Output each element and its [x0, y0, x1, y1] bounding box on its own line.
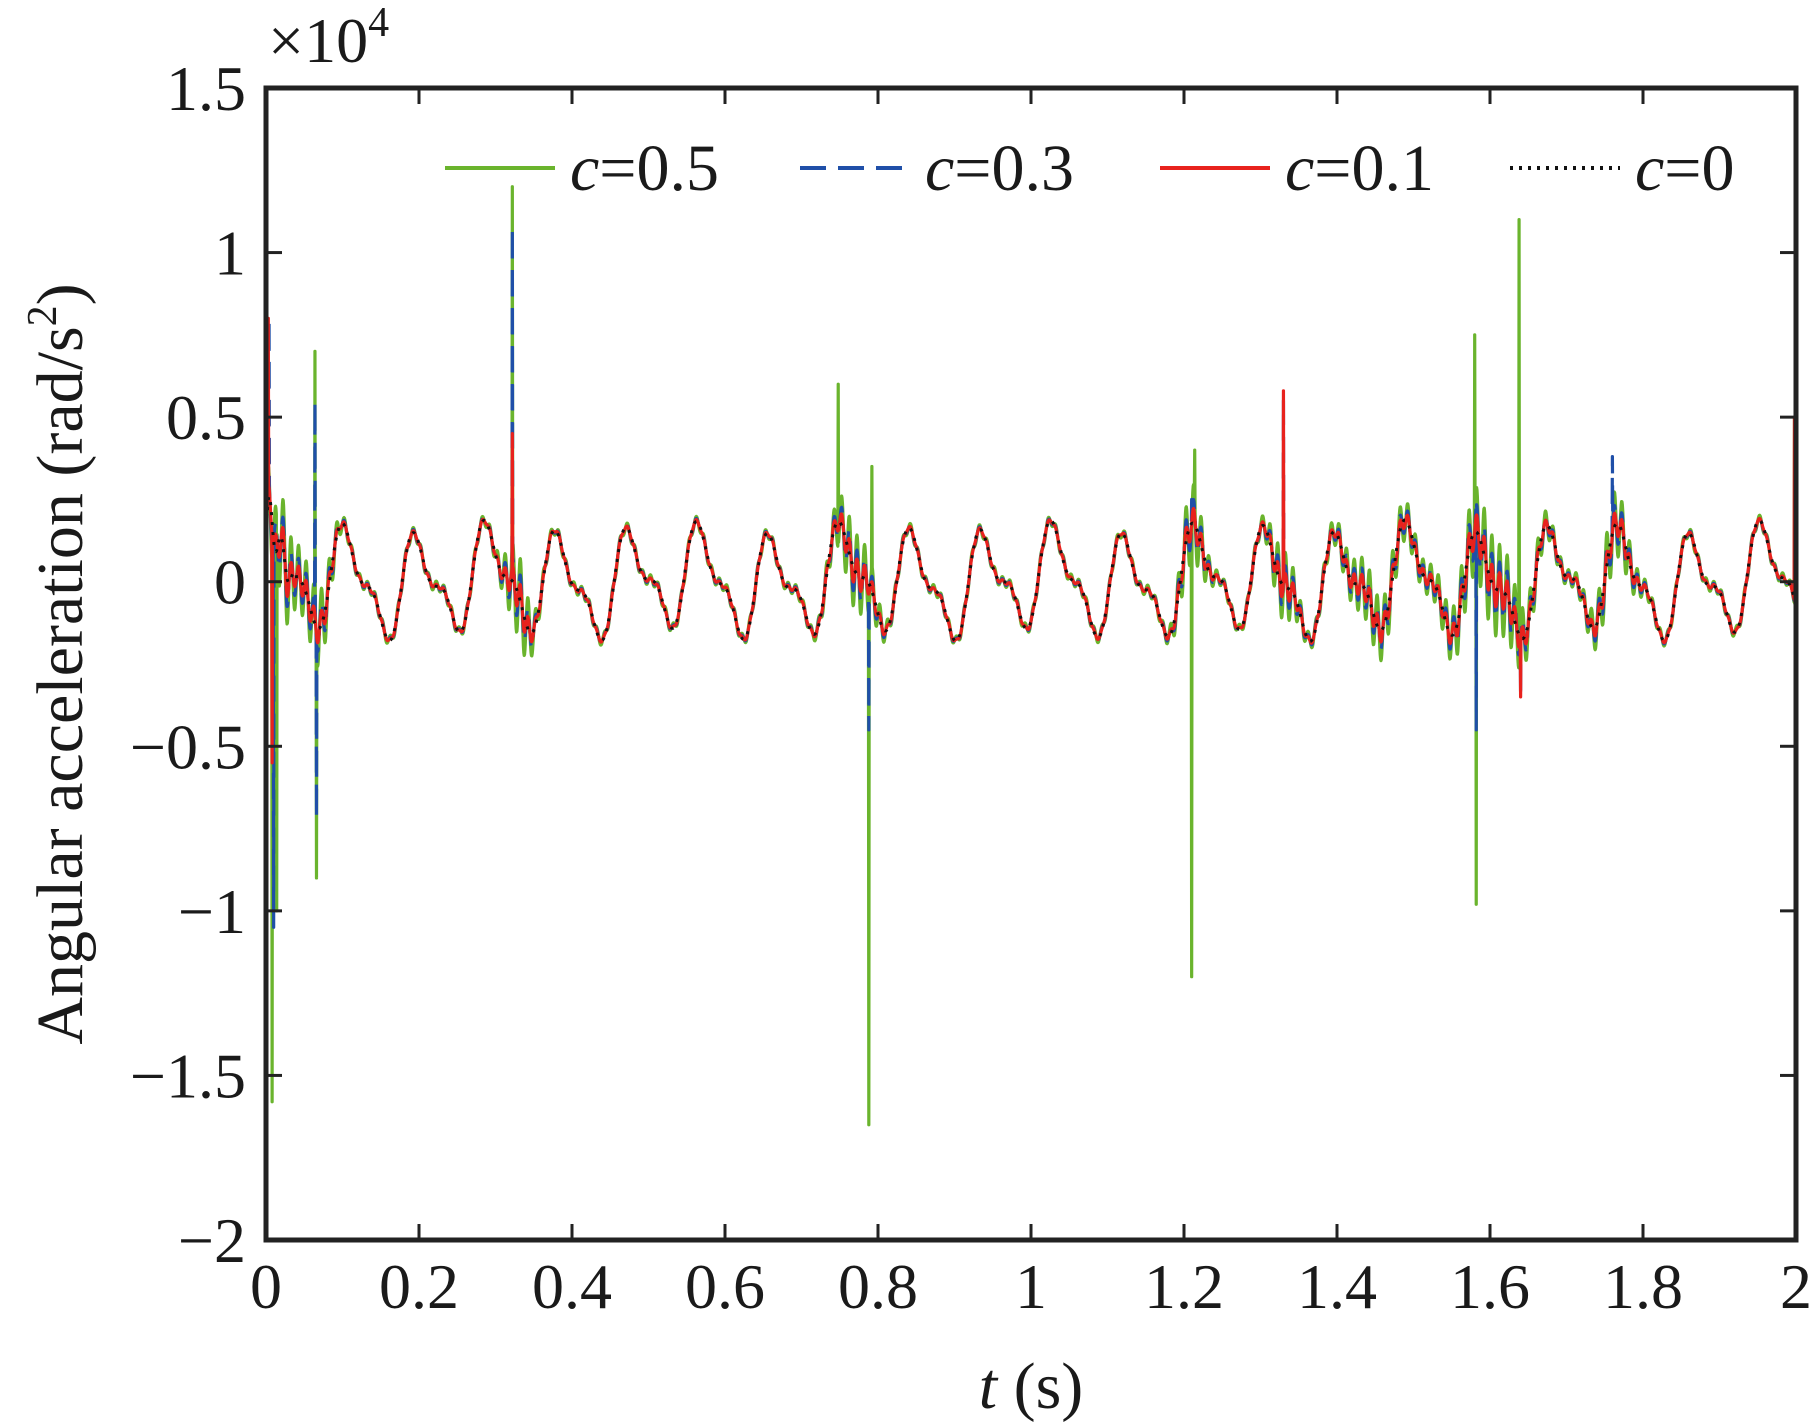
- y-tick-label: −1.5: [130, 1040, 246, 1111]
- y-tick-label: 1.5: [166, 53, 246, 124]
- legend-label-3: c=0: [1635, 132, 1735, 205]
- series-line-3: [266, 494, 1796, 643]
- x-axis-label: t (s): [979, 1350, 1084, 1423]
- x-tick-label: 0.4: [532, 1251, 612, 1322]
- x-tick-label: 0.8: [838, 1251, 918, 1322]
- y-tick-label: 1: [214, 218, 246, 289]
- y-tick-label: −0.5: [130, 711, 246, 782]
- y-tick-label: 0: [214, 547, 246, 618]
- x-tick-label: 1.4: [1297, 1251, 1377, 1322]
- x-tick-label: 2: [1780, 1251, 1812, 1322]
- x-tick-label: 0.2: [379, 1251, 459, 1322]
- x-tick-label: 1.6: [1450, 1251, 1530, 1322]
- x-tick-label: 1: [1015, 1251, 1047, 1322]
- y-tick-label: −1: [178, 876, 246, 947]
- legend-label-0: c=0.5: [570, 132, 719, 205]
- plot-frame: [263, 85, 1799, 1243]
- series-line-0: [266, 185, 1796, 1127]
- y-tick-label: 0.5: [166, 382, 246, 453]
- y-axis-label: Angular acceleration (rad/s2): [20, 283, 97, 1044]
- x-tick-label: 0.6: [685, 1251, 765, 1322]
- series-layer: [266, 185, 1796, 1127]
- x-tick-label: 0: [250, 1251, 282, 1322]
- series-line-2: [266, 316, 1796, 765]
- x-tick-label: 1.8: [1603, 1251, 1683, 1322]
- ticks-layer: [264, 86, 1798, 1242]
- y-multiplier: ×104: [268, 0, 389, 76]
- legend-label-1: c=0.3: [925, 132, 1074, 205]
- y-tick-labels: −2 −1.5 −1 −0.5 0 0.5 1 1.5: [130, 53, 246, 1276]
- x-tick-labels: 0 0.2 0.4 0.6 0.8 1 1.2 1.4 1.6 1.8 2: [250, 1251, 1812, 1322]
- y-tick-label: −2: [178, 1205, 246, 1276]
- legend-label-2: c=0.1: [1285, 132, 1434, 205]
- x-tick-label: 1.2: [1144, 1251, 1224, 1322]
- legend: c=0.5 c=0.3 c=0.1 c=0: [445, 132, 1735, 205]
